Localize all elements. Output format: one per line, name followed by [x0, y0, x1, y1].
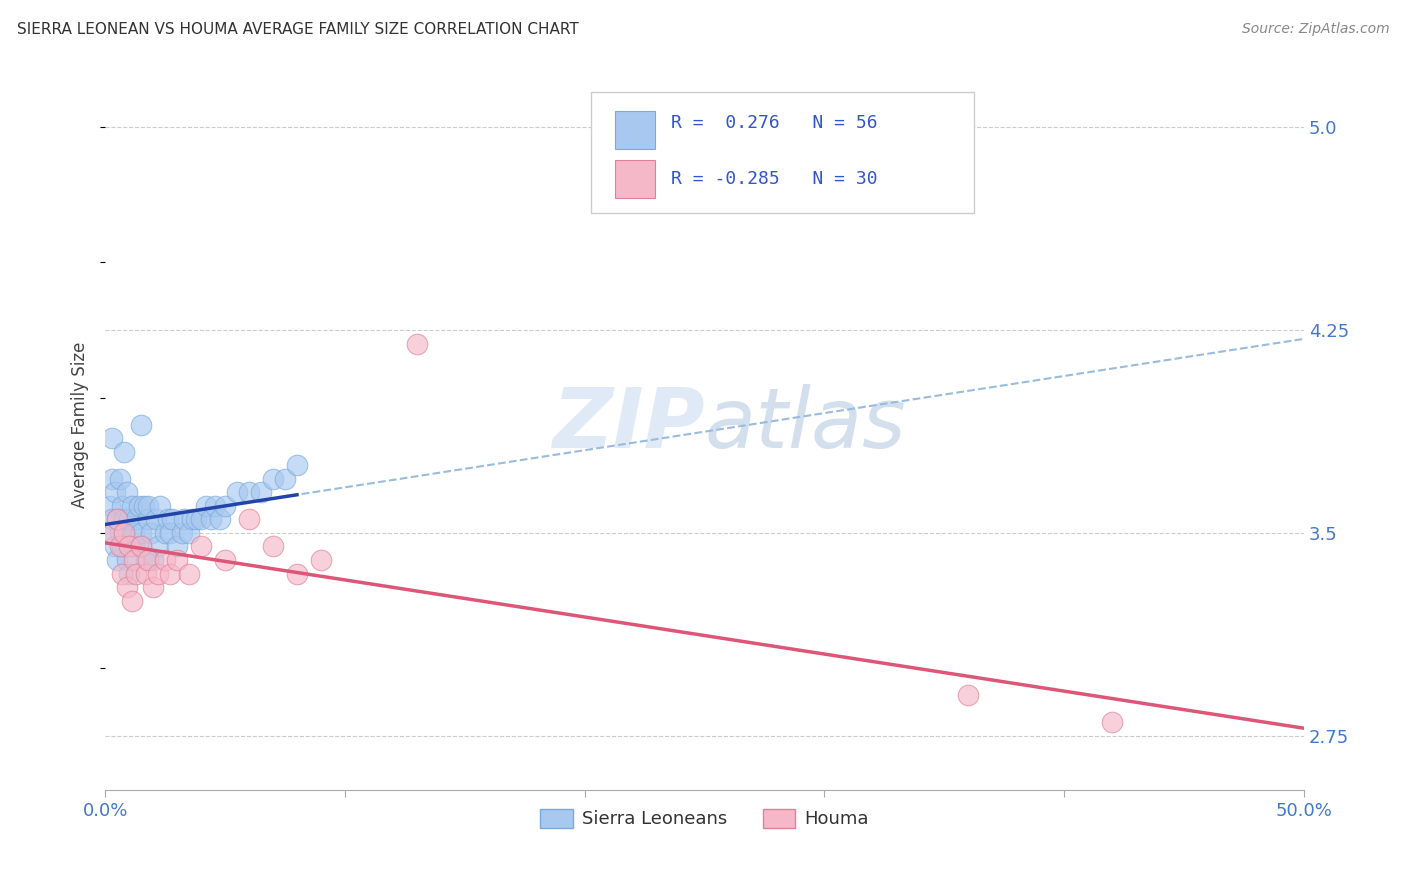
Point [125, 566, 148, 581]
Point [118, 566, 141, 581]
Text: atlas: atlas [704, 384, 905, 466]
Point [204, 499, 226, 513]
Text: R = -0.285   N = 30: R = -0.285 N = 30 [671, 170, 877, 188]
Point [129, 540, 152, 554]
Point [105, 553, 128, 567]
Point [194, 499, 217, 513]
Point [957, 688, 980, 702]
Point [238, 485, 260, 500]
Point [142, 580, 165, 594]
Point [112, 525, 135, 540]
Text: Source: ZipAtlas.com: Source: ZipAtlas.com [1241, 22, 1389, 37]
Point [170, 525, 193, 540]
Point [177, 525, 200, 540]
Point [405, 336, 427, 351]
Point [101, 525, 124, 540]
Point [104, 485, 127, 500]
Point [108, 540, 131, 554]
Text: R =  0.276   N = 56: R = 0.276 N = 56 [671, 114, 877, 132]
Point [122, 525, 145, 540]
Point [108, 472, 131, 486]
Point [146, 540, 169, 554]
Point [111, 499, 134, 513]
Point [309, 553, 332, 567]
Point [98, 499, 121, 513]
Point [129, 540, 152, 554]
Point [125, 512, 148, 526]
Point [138, 499, 160, 513]
Point [101, 512, 124, 526]
Point [108, 525, 131, 540]
Point [159, 566, 181, 581]
Point [118, 540, 141, 554]
Point [97, 525, 120, 540]
Point [111, 540, 134, 554]
Point [146, 566, 169, 581]
Point [285, 458, 308, 473]
Point [135, 553, 157, 567]
FancyBboxPatch shape [614, 161, 655, 198]
Point [186, 512, 208, 526]
Point [1101, 715, 1123, 730]
Point [166, 540, 188, 554]
Y-axis label: Average Family Size: Average Family Size [72, 342, 89, 508]
Point [105, 512, 128, 526]
Point [111, 566, 134, 581]
Point [149, 499, 172, 513]
Point [142, 553, 165, 567]
Point [238, 512, 260, 526]
FancyBboxPatch shape [591, 93, 974, 213]
Point [200, 512, 222, 526]
Point [115, 553, 138, 567]
Point [112, 512, 135, 526]
Point [105, 512, 128, 526]
Point [122, 540, 145, 554]
Point [162, 512, 184, 526]
Point [190, 512, 212, 526]
Point [153, 553, 176, 567]
FancyBboxPatch shape [614, 112, 655, 150]
Point [128, 499, 150, 513]
Point [135, 566, 157, 581]
Point [138, 512, 160, 526]
Point [190, 540, 212, 554]
Point [121, 593, 143, 607]
Point [214, 553, 236, 567]
Point [112, 525, 135, 540]
Point [115, 485, 138, 500]
Point [153, 525, 176, 540]
Point [101, 472, 124, 486]
Point [129, 525, 152, 540]
Point [226, 485, 249, 500]
Point [132, 499, 155, 513]
Point [274, 472, 297, 486]
Text: ZIP: ZIP [551, 384, 704, 466]
Point [121, 499, 143, 513]
Point [145, 512, 167, 526]
Point [177, 566, 200, 581]
Point [166, 553, 188, 567]
Point [285, 566, 308, 581]
Legend: Sierra Leoneans, Houma: Sierra Leoneans, Houma [533, 802, 876, 836]
Point [138, 553, 160, 567]
Point [139, 525, 162, 540]
Point [122, 553, 145, 567]
Text: SIERRA LEONEAN VS HOUMA AVERAGE FAMILY SIZE CORRELATION CHART: SIERRA LEONEAN VS HOUMA AVERAGE FAMILY S… [17, 22, 579, 37]
Point [209, 512, 232, 526]
Point [214, 499, 236, 513]
Point [129, 417, 152, 432]
Point [115, 580, 138, 594]
Point [112, 445, 135, 459]
Point [173, 512, 195, 526]
Point [250, 485, 273, 500]
Point [118, 512, 141, 526]
Point [262, 472, 284, 486]
Point [159, 525, 181, 540]
Point [156, 512, 179, 526]
Point [101, 431, 124, 445]
Point [262, 540, 284, 554]
Point [104, 540, 127, 554]
Point [180, 512, 202, 526]
